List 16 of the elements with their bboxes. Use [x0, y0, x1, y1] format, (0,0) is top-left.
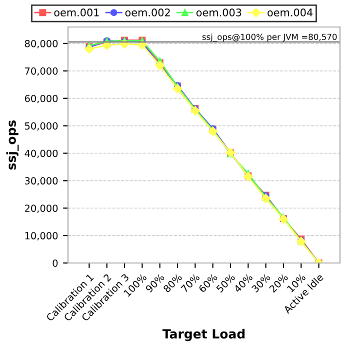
y-tick-label: 80,000 [24, 40, 58, 48]
ref-line-label: ssj_ops@100% per JVM =80,570 [202, 34, 337, 42]
y-tick-label: 20,000 [24, 204, 58, 213]
legend-label: oem.003 [196, 8, 242, 16]
y-tick-label: 50,000 [25, 122, 58, 131]
y-tick-label: 30,000 [25, 177, 58, 186]
y-tick-label: 0 [52, 259, 58, 267]
legend-label: oem.002 [125, 8, 170, 16]
y-tick-label: 40,000 [24, 150, 58, 158]
legend-label: oem.004 [268, 8, 313, 16]
y-tick-label: 60,000 [24, 94, 58, 104]
x-axis-title: Target Load [162, 328, 245, 342]
legend-label: oem.001 [54, 8, 99, 16]
y-tick-label: 10,000 [25, 232, 58, 240]
y-axis-title: ssj_ops [6, 120, 19, 170]
y-tick-label: 70,000 [25, 67, 58, 76]
